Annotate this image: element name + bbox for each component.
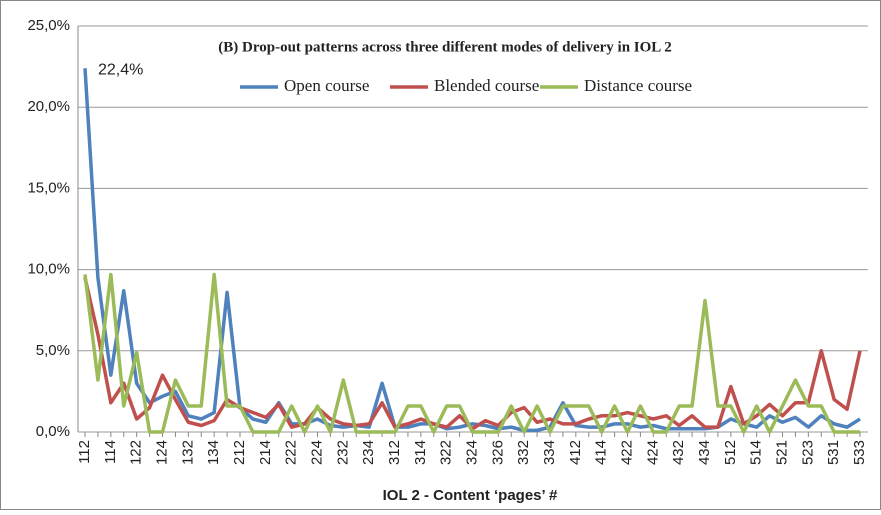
series-line — [83, 68, 861, 433]
x-tick-label: 523 — [799, 440, 816, 465]
x-tick-label: 224 — [308, 440, 325, 465]
x-tick-label: 432 — [670, 440, 687, 465]
x-tick-label: 132 — [179, 440, 196, 465]
x-tick-label: 424 — [644, 440, 661, 465]
y-tick-label: 10,0% — [27, 261, 70, 278]
x-tick-label: 514 — [748, 440, 765, 465]
x-tick-label: 414 — [593, 440, 610, 465]
x-tick-label: 434 — [696, 440, 713, 465]
x-tick-label: 512 — [722, 440, 739, 465]
legend-label: Open course — [284, 76, 369, 95]
x-axis-label: IOL 2 - Content ‘pages’ # — [383, 487, 558, 504]
x-tick-label: 312 — [386, 440, 403, 465]
y-tick-label: 20,0% — [27, 98, 70, 115]
x-tick-label: 212 — [231, 440, 248, 465]
x-tick-label: 322 — [438, 440, 455, 465]
x-tick-label: 334 — [541, 440, 558, 465]
x-tick-label: 232 — [334, 440, 351, 465]
annotation: 22,4% — [98, 61, 143, 78]
x-tick-label: 422 — [618, 440, 635, 465]
x-tick-label: 234 — [360, 440, 377, 465]
y-tick-label: 5,0% — [36, 342, 70, 359]
legend-label: Blended course — [434, 76, 539, 95]
x-tick-label: 112 — [76, 440, 93, 464]
x-tick-label: 122 — [128, 440, 145, 465]
x-tick-label: 214 — [257, 440, 274, 465]
x-tick-label: 521 — [773, 440, 790, 465]
x-tick-label: 533 — [851, 440, 868, 465]
y-tick-label: 0,0% — [36, 423, 70, 440]
x-tick-label: 332 — [515, 440, 532, 465]
x-tick-label: 314 — [412, 440, 429, 465]
y-tick-label: 25,0% — [27, 17, 70, 34]
y-tick-label: 15,0% — [27, 179, 70, 196]
x-tick-label: 124 — [153, 440, 170, 465]
x-tick-label: 134 — [205, 440, 222, 465]
series-line — [83, 272, 860, 434]
x-tick-label: 324 — [463, 440, 480, 465]
legend-label: Distance course — [584, 76, 692, 95]
x-tick-label: 412 — [567, 440, 584, 465]
x-tick-label: 222 — [283, 440, 300, 465]
x-tick-label: 326 — [489, 440, 506, 465]
chart-title: (B) Drop-out patterns across three diffe… — [218, 39, 671, 55]
x-tick-label: 114 — [102, 440, 119, 464]
x-tick-label: 531 — [825, 440, 842, 465]
